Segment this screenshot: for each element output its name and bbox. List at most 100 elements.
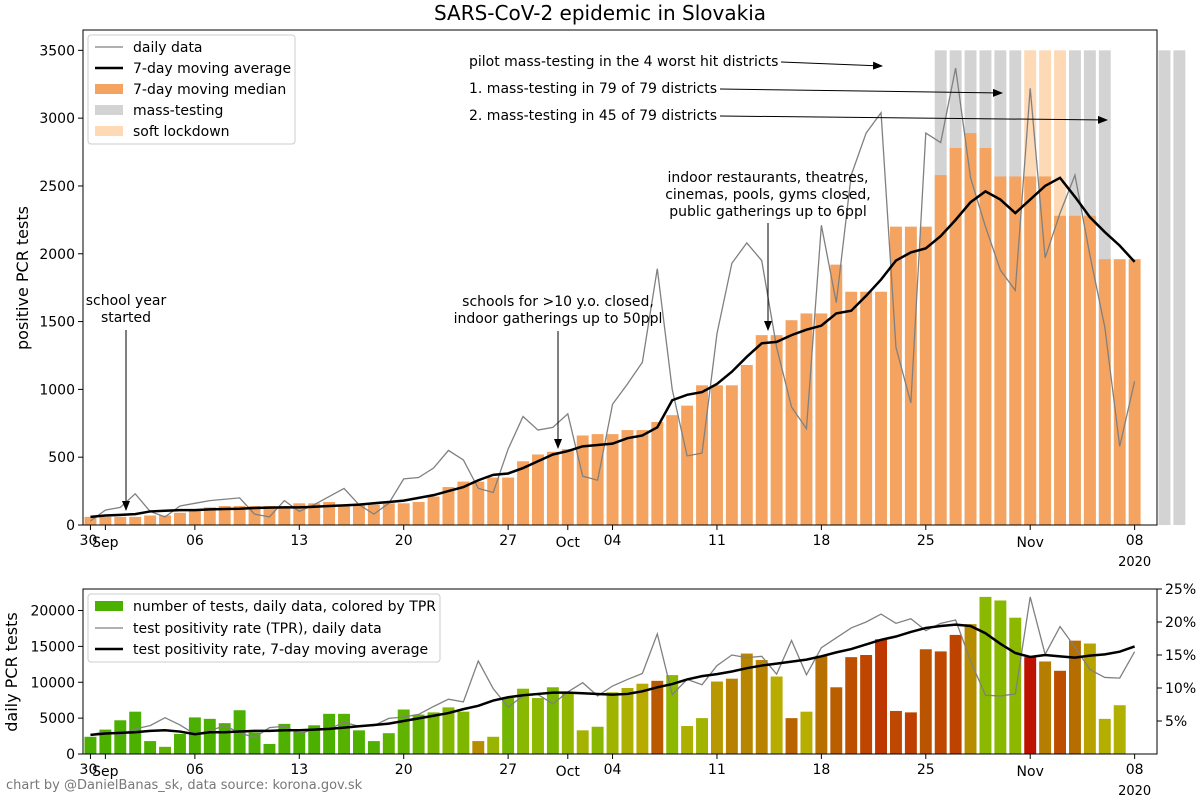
tests-bar [352, 730, 365, 754]
x-tick-label-bottom: Sep [92, 764, 119, 780]
x-tick-label-bottom: 18 [812, 762, 830, 778]
x-tick-label-bottom: 04 [604, 762, 622, 778]
top-plot-frame [82, 29, 1158, 526]
tests-bar [412, 714, 425, 754]
tests-bar [1113, 705, 1126, 754]
tests-bar [99, 729, 112, 754]
tests-bar [1009, 617, 1022, 754]
legend-label-tpr-daily: test positivity rate (TPR), daily data [133, 621, 382, 637]
median-bar [651, 421, 664, 525]
tests-bar [830, 687, 843, 754]
median-bar [1009, 176, 1022, 525]
x-tick-label-bottom: 27 [499, 762, 517, 778]
legend-label-tpr-average: test positivity rate, 7-day moving avera… [133, 642, 428, 658]
median-bar [427, 496, 440, 525]
tests-bar [218, 723, 231, 754]
tests-bar [591, 726, 604, 754]
tests-bar [382, 733, 395, 754]
tests-bar [502, 698, 515, 754]
y2-tick-label-bottom: 20% [1165, 615, 1196, 631]
tests-bar [293, 731, 306, 754]
median-bar [1098, 259, 1111, 525]
legend-swatch-soft-lockdown [95, 126, 123, 136]
median-bar [323, 501, 336, 525]
median-bar [487, 477, 500, 525]
tests-bar [1054, 670, 1067, 754]
tests-bar [1039, 661, 1052, 754]
x-year-label-bottom: 2020 [1118, 784, 1151, 799]
median-bar [502, 477, 515, 525]
tests-bar [203, 718, 216, 754]
median-bar [725, 385, 738, 525]
median-bar [875, 291, 888, 525]
y-axis-label: positive PCR tests [13, 206, 32, 350]
median-bar [1039, 176, 1052, 525]
tpr-average-line [90, 623, 1136, 737]
y-tick-label: 3500 [39, 43, 75, 59]
median-bar [1054, 215, 1067, 525]
tests-bar [546, 687, 559, 754]
tests-bar [457, 711, 470, 754]
tests-bar [845, 657, 858, 754]
tests-bar [785, 718, 798, 754]
tests-bar [84, 736, 97, 754]
median-bar [949, 147, 962, 525]
y-tick-label: 1000 [39, 382, 75, 398]
tests-bar [1068, 640, 1081, 754]
median-bar [546, 451, 559, 525]
tests-bar [263, 743, 276, 754]
tests-bar [144, 741, 157, 754]
legend-label-tests: number of tests, daily data, colored by … [133, 599, 436, 615]
median-bar [442, 487, 455, 525]
median-bar [144, 515, 157, 525]
median-bar [666, 415, 679, 525]
x-tick-label-bottom: 20 [395, 762, 413, 778]
tests-bar [696, 718, 709, 754]
y-tick-label-bottom: 15000 [30, 639, 75, 655]
y-axis-label-bottom: daily PCR tests [2, 612, 21, 732]
tests-bar [964, 624, 977, 754]
legend-swatch-mass-testing [95, 105, 123, 115]
median-bar [412, 501, 425, 525]
median-bar [830, 264, 843, 525]
bottom-legend-box [87, 593, 441, 663]
tests-bar [875, 639, 888, 754]
median-bar [889, 226, 902, 525]
y-tick-label: 3000 [39, 111, 75, 127]
median-bar [681, 405, 694, 525]
legend-label-average: 7-day moving average [133, 61, 291, 77]
median-bar [1068, 215, 1081, 525]
x-tick-label-top: 11 [708, 533, 726, 549]
tests-bar [710, 681, 723, 754]
median-bar [964, 133, 977, 526]
tests-bar [949, 634, 962, 754]
y2-tick-label-bottom: 25% [1165, 582, 1196, 598]
median-bar [218, 506, 231, 525]
median-bar [785, 320, 798, 525]
median-bar [770, 335, 783, 525]
tests-bar [114, 720, 127, 754]
tests-bar [994, 600, 1007, 754]
tests-bar [1083, 643, 1096, 754]
median-bar [338, 506, 351, 525]
x-tick-label-bottom: Oct [556, 764, 581, 780]
median-bar [472, 481, 485, 525]
median-bar [755, 335, 768, 525]
median-bar [860, 291, 873, 525]
moving-average-line [90, 176, 1136, 519]
x-tick-label-bottom: 08 [1126, 762, 1144, 778]
x-tick-label-top: 25 [917, 533, 935, 549]
median-bar [561, 449, 574, 525]
median-bar [173, 512, 186, 525]
y-tick-label-bottom: 10000 [30, 675, 75, 691]
y-tick-label: 2500 [39, 179, 75, 195]
median-bar [99, 516, 112, 525]
median-bar [159, 515, 172, 525]
annotation-pilot-mass-testing: pilot mass-testing in the 4 worst hit di… [469, 54, 778, 70]
tests-bar [531, 698, 544, 754]
tests-bar [815, 655, 828, 754]
median-bar [233, 506, 246, 525]
median-bar [248, 506, 261, 525]
top-legend-box [87, 34, 296, 145]
